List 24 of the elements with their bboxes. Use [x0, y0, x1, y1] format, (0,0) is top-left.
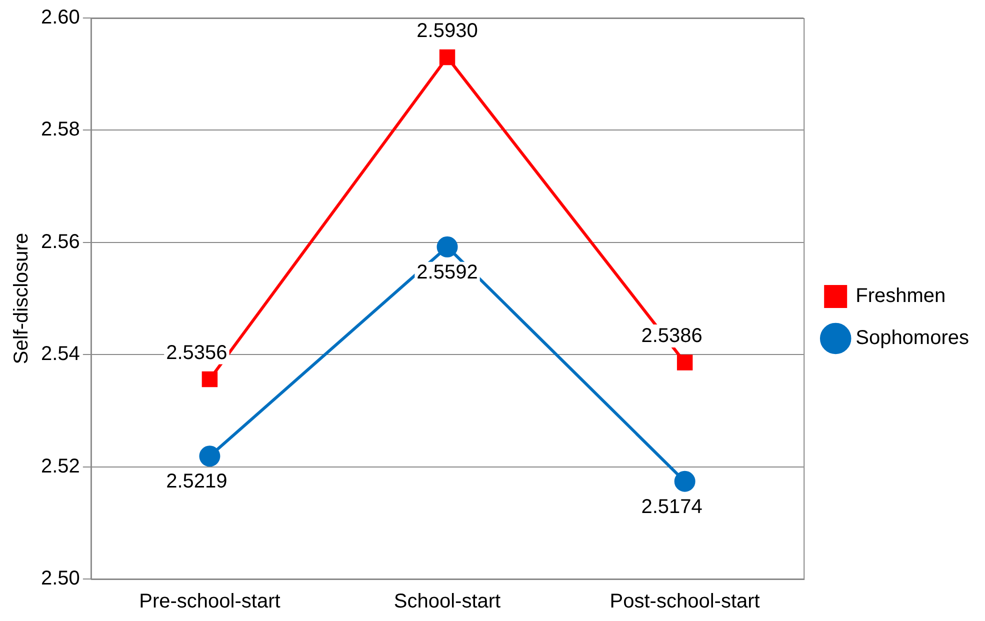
- legend-label: Freshmen: [856, 285, 946, 308]
- point: [199, 446, 220, 467]
- y-tick-label: 2.56: [40, 230, 80, 253]
- data-label: 2.5930: [416, 20, 478, 42]
- legend-label: Sophomores: [856, 327, 970, 350]
- y-tick-label: 2.58: [40, 118, 80, 141]
- data-label: 2.5174: [641, 496, 702, 518]
- point: [436, 236, 458, 258]
- y-tick-label: 2.60: [40, 6, 80, 29]
- y-tick-label: 2.54: [40, 343, 80, 366]
- point: [674, 470, 696, 492]
- data-label: 2.5219: [166, 470, 228, 493]
- x-tick-label: Post-school-start: [610, 590, 760, 613]
- point: [439, 49, 456, 66]
- data-label: 2.5356: [166, 342, 228, 364]
- point: [202, 371, 218, 388]
- point: [676, 354, 693, 370]
- x-tick-label: Pre-school-start: [139, 590, 281, 613]
- y-axis-title: Self-disclosure: [10, 232, 33, 364]
- y-tick-label: 2.50: [40, 568, 80, 590]
- data-label: 2.5592: [416, 261, 478, 284]
- y-tick-label: 2.52: [40, 455, 80, 478]
- x-tick-label: School-start: [394, 590, 502, 613]
- data-label: 2.5386: [641, 324, 702, 347]
